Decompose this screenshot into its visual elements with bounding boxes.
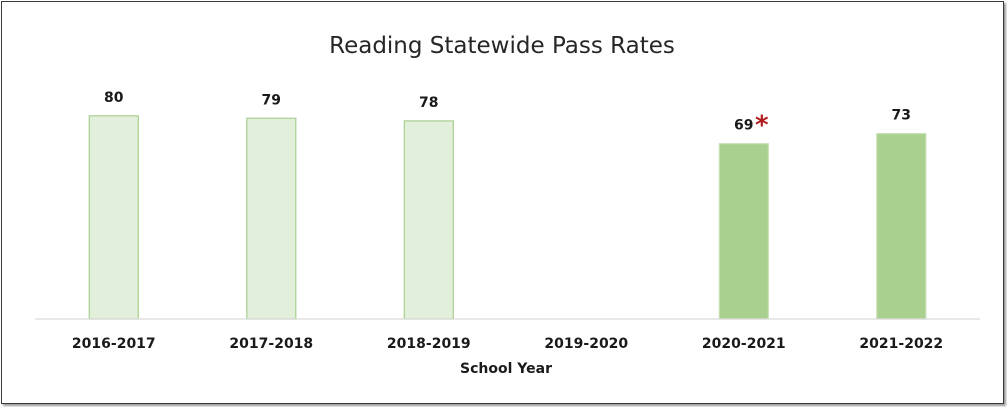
value-label-2017-2018: 79 — [262, 92, 281, 108]
x-axis-title: School Year — [460, 361, 552, 377]
x-tick-2020-2021: 2020-2021 — [702, 336, 786, 352]
value-label-2018-2019: 78 — [419, 95, 438, 111]
bar-chart: Reading Statewide Pass Rates 80 79 78 69 * 73… — [35, 33, 980, 377]
bar-2018-2019 — [403, 120, 454, 320]
value-label-2016-2017: 80 — [104, 90, 124, 106]
bars-layer: 80 79 78 69 * 73 — [88, 90, 927, 320]
x-tick-2016-2017: 2016-2017 — [72, 336, 156, 352]
x-tick-2018-2019: 2018-2019 — [387, 336, 471, 352]
value-label-2020-2021: 69 — [734, 118, 753, 134]
chart-title: Reading Statewide Pass Rates — [329, 33, 675, 59]
x-tick-2021-2022: 2021-2022 — [859, 336, 943, 352]
x-tick-2019-2020: 2019-2020 — [544, 336, 628, 352]
value-label-2021-2022: 73 — [892, 108, 911, 124]
annotation-asterisk: * — [755, 111, 769, 141]
bar-2017-2018 — [246, 117, 297, 320]
x-tick-2017-2018: 2017-2018 — [229, 336, 313, 352]
bar-2020-2021 — [718, 143, 769, 320]
x-tick-labels: 2016-2017 2017-2018 2018-2019 2019-2020 2020… — [72, 336, 943, 352]
bar-2016-2017 — [88, 115, 139, 320]
bar-2021-2022 — [876, 133, 927, 320]
